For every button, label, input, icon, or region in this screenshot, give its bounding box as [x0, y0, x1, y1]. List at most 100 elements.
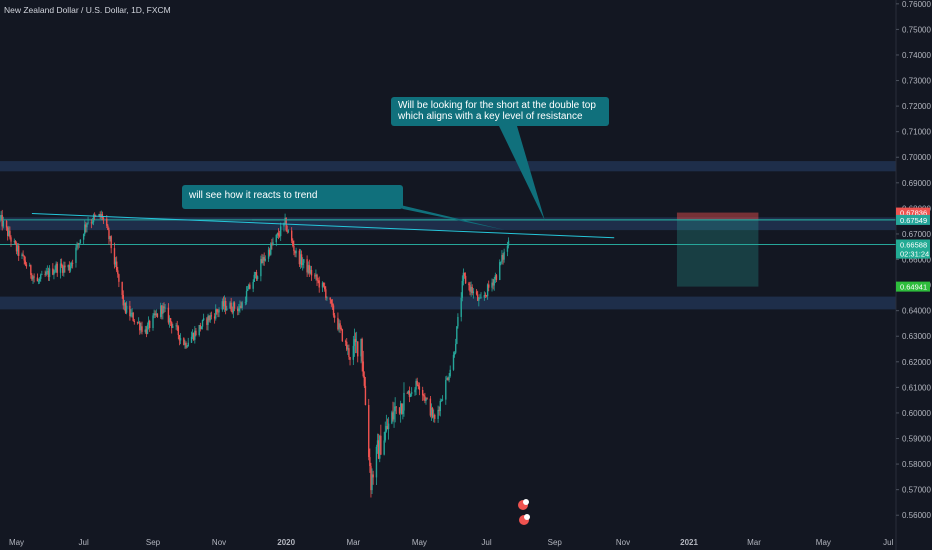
- candle-down: [380, 435, 382, 455]
- candle-up: [371, 474, 373, 491]
- candle-up: [232, 302, 235, 313]
- candle-down: [99, 214, 101, 217]
- callout-trend[interactable]: will see how it reacts to trend: [182, 185, 403, 209]
- candle-up: [37, 281, 40, 282]
- candle-down: [316, 274, 318, 281]
- event-marker-dot: [523, 499, 529, 505]
- candle-up: [347, 348, 349, 350]
- y-axis-tick-label: 0.75000: [902, 25, 931, 34]
- candle-up: [440, 400, 443, 402]
- price-label: 0.67836: [900, 209, 927, 218]
- price-label-bg: [896, 214, 930, 225]
- candle-up: [207, 315, 209, 325]
- candle-up: [45, 271, 47, 275]
- candle-down: [136, 321, 139, 323]
- candle-down: [121, 281, 123, 296]
- candle-down: [113, 248, 116, 265]
- candle-down: [85, 224, 87, 228]
- price-label-bg: [896, 207, 930, 218]
- candle-down: [24, 260, 27, 265]
- candle-down: [156, 313, 159, 317]
- candle-down: [333, 315, 336, 318]
- x-axis-tick-label: May: [9, 538, 24, 547]
- candle-down: [408, 391, 411, 397]
- candle-up: [256, 276, 259, 280]
- candle-up: [494, 275, 497, 280]
- candle-up: [276, 233, 279, 235]
- candle-up: [472, 291, 475, 294]
- candle-down: [161, 305, 163, 314]
- candle-up: [2, 220, 5, 227]
- candle-up: [123, 302, 126, 306]
- candle-down: [222, 301, 225, 307]
- candle-down: [298, 250, 301, 265]
- candle-down: [36, 277, 39, 282]
- candle-up: [452, 354, 455, 370]
- symbol-title: New Zealand Dollar / U.S. Dollar, 1D, FX…: [4, 5, 171, 15]
- candle-down: [357, 341, 359, 357]
- candle-up: [75, 247, 77, 263]
- candle-up: [238, 308, 240, 312]
- candle-up: [393, 411, 395, 420]
- candle-up: [425, 398, 427, 401]
- candle-down: [395, 406, 397, 408]
- candle-down: [337, 317, 339, 330]
- candle-up: [309, 269, 312, 274]
- candle-down: [421, 390, 424, 396]
- candle-up: [445, 380, 447, 400]
- candle-down: [346, 341, 348, 350]
- candle-down: [398, 407, 401, 414]
- candle-down: [330, 299, 333, 304]
- candle-up: [78, 243, 80, 245]
- y-axis-tick-label: 0.70000: [902, 153, 931, 162]
- candle-up: [262, 257, 264, 264]
- callout-double-top[interactable]: Will be looking for the short at the dou…: [391, 97, 609, 126]
- x-axis-tick-label: Nov: [212, 538, 226, 547]
- candle-up: [499, 262, 501, 280]
- candle-up: [202, 318, 205, 320]
- candle-down: [230, 302, 232, 311]
- candle-up: [391, 412, 393, 424]
- candle-up: [153, 313, 155, 316]
- candle-up: [130, 313, 132, 317]
- candle-down: [118, 274, 120, 282]
- position-target-area: [676, 219, 759, 287]
- candle-down: [14, 240, 17, 244]
- candle-down: [208, 315, 210, 321]
- candle-up: [315, 274, 317, 277]
- candle-down: [354, 339, 357, 342]
- candle-down: [124, 302, 127, 313]
- x-axis-tick-label: 2021: [680, 538, 698, 547]
- candle-up: [59, 263, 62, 273]
- candle-up: [283, 222, 285, 227]
- candle-up: [439, 400, 441, 412]
- candle-down: [129, 305, 131, 317]
- candle-up: [275, 234, 277, 243]
- candle-down: [141, 326, 143, 332]
- x-axis-tick-label: Jul: [79, 538, 89, 547]
- candle-up: [147, 320, 150, 325]
- y-axis-tick-label: 0.74000: [902, 51, 931, 60]
- candle-down: [5, 220, 8, 228]
- y-axis-tick-label: 0.71000: [902, 128, 931, 137]
- candle-down: [10, 237, 12, 242]
- candle-down: [368, 404, 370, 458]
- candle-down: [233, 302, 236, 309]
- candle-up: [223, 300, 226, 307]
- candle-up: [457, 316, 459, 327]
- candle-down: [471, 286, 473, 294]
- candle-up: [155, 313, 158, 316]
- candle-down: [217, 311, 219, 313]
- y-axis-tick-label: 0.59000: [902, 435, 931, 444]
- candle-down: [294, 251, 296, 254]
- candle-down: [15, 243, 18, 252]
- candle-down: [9, 230, 11, 238]
- candle-down: [324, 285, 326, 290]
- candle-down: [349, 357, 351, 360]
- candle-down: [206, 318, 208, 325]
- candle-down: [418, 386, 421, 391]
- candle-down: [290, 230, 293, 241]
- candle-down: [44, 274, 46, 276]
